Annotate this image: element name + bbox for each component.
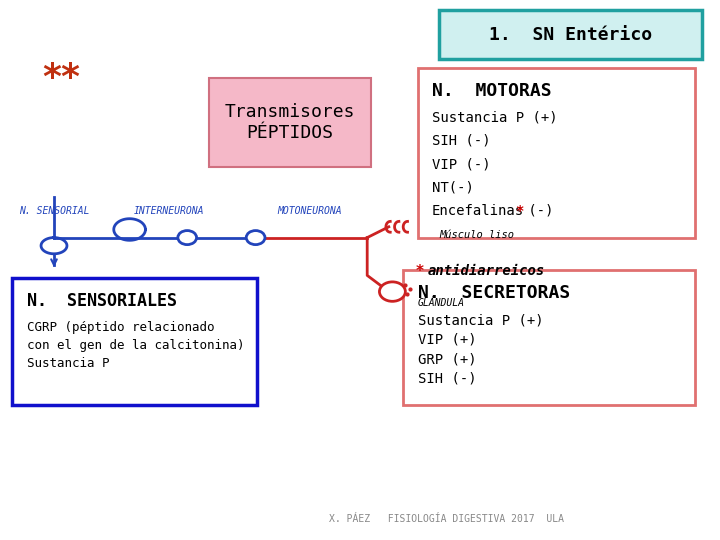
Circle shape (379, 282, 405, 301)
Text: Sustancia P (+)
VIP (+)
GRP (+)
SIH (-): Sustancia P (+) VIP (+) GRP (+) SIH (-) (418, 313, 543, 386)
Text: (-): (-) (520, 204, 554, 218)
Text: SIH (-): SIH (-) (432, 134, 490, 148)
Text: MOTONEURONA: MOTONEURONA (277, 206, 342, 216)
Text: **: ** (42, 62, 80, 95)
Text: Sustancia P (+): Sustancia P (+) (432, 111, 557, 125)
Circle shape (246, 231, 265, 245)
Text: CGRP (péptido relacionado
con el gen de la calcitonina)
Sustancia P: CGRP (péptido relacionado con el gen de … (27, 321, 244, 370)
Text: *: * (416, 264, 424, 279)
FancyBboxPatch shape (12, 278, 257, 405)
Text: antidiarreicos: antidiarreicos (428, 264, 545, 278)
FancyBboxPatch shape (403, 270, 695, 405)
FancyBboxPatch shape (209, 78, 371, 167)
Circle shape (178, 231, 197, 245)
Text: INTERNEURONA: INTERNEURONA (134, 206, 204, 216)
Text: Músculo liso: Músculo liso (439, 230, 514, 240)
FancyBboxPatch shape (439, 10, 702, 59)
FancyBboxPatch shape (418, 68, 695, 238)
Text: Transmisores
PÉPTIDOS: Transmisores PÉPTIDOS (225, 104, 355, 142)
Text: Encefalinas: Encefalinas (432, 204, 524, 218)
Text: N.  MOTORAS: N. MOTORAS (432, 82, 552, 100)
Text: 1.  SN Entérico: 1. SN Entérico (489, 25, 652, 44)
Text: N.  SENSORIALES: N. SENSORIALES (27, 292, 176, 310)
Text: GLÁNDULA: GLÁNDULA (418, 299, 464, 308)
Text: VIP (-): VIP (-) (432, 157, 490, 171)
Text: N. SENSORIAL: N. SENSORIAL (19, 206, 89, 216)
Text: X. PÁEZ   FISIOLOGÍA DIGESTIVA 2017  ULA: X. PÁEZ FISIOLOGÍA DIGESTIVA 2017 ULA (329, 514, 564, 524)
Text: *: * (515, 204, 523, 218)
Text: N.  SECRETORAS: N. SECRETORAS (418, 284, 570, 302)
Text: NT(-): NT(-) (432, 180, 474, 194)
